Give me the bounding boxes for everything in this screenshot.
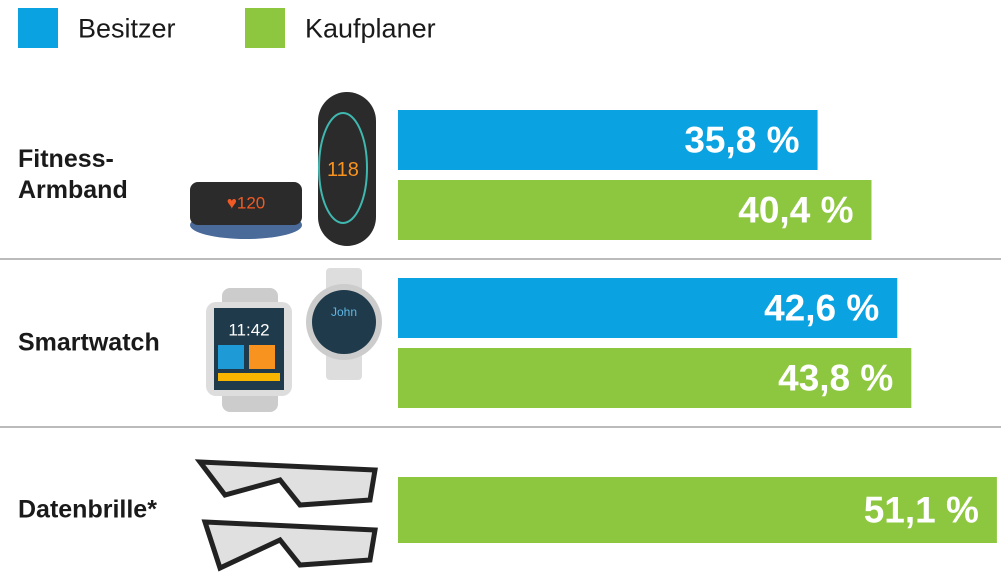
svg-text:John: John bbox=[331, 305, 357, 319]
page: ♥120 118 11:42 John 35,8 % 40,4 % 42,6 % 43… bbox=[0, 0, 1001, 582]
category-label: Fitness- Armband bbox=[18, 144, 128, 206]
legend-swatch bbox=[245, 8, 285, 48]
value-label: 40,4 % bbox=[738, 190, 853, 231]
fitness-icon: ♥120 118 bbox=[190, 92, 376, 246]
value-label: 35,8 % bbox=[684, 120, 799, 161]
svg-text:♥120: ♥120 bbox=[227, 194, 265, 213]
smartwatch-icon: 11:42 John bbox=[206, 268, 382, 412]
value-label: 51,1 % bbox=[864, 490, 979, 531]
value-label: 42,6 % bbox=[764, 288, 879, 329]
category-label: Datenbrille* bbox=[18, 495, 157, 526]
glasses-icon bbox=[200, 462, 375, 568]
legend-label: Besitzer bbox=[78, 14, 176, 45]
value-label: 43,8 % bbox=[778, 358, 893, 399]
svg-text:118: 118 bbox=[327, 159, 359, 181]
category-label: Smartwatch bbox=[18, 328, 160, 359]
svg-text:11:42: 11:42 bbox=[228, 321, 269, 340]
legend-label: Kaufplaner bbox=[305, 14, 436, 45]
legend-swatch bbox=[18, 8, 58, 48]
